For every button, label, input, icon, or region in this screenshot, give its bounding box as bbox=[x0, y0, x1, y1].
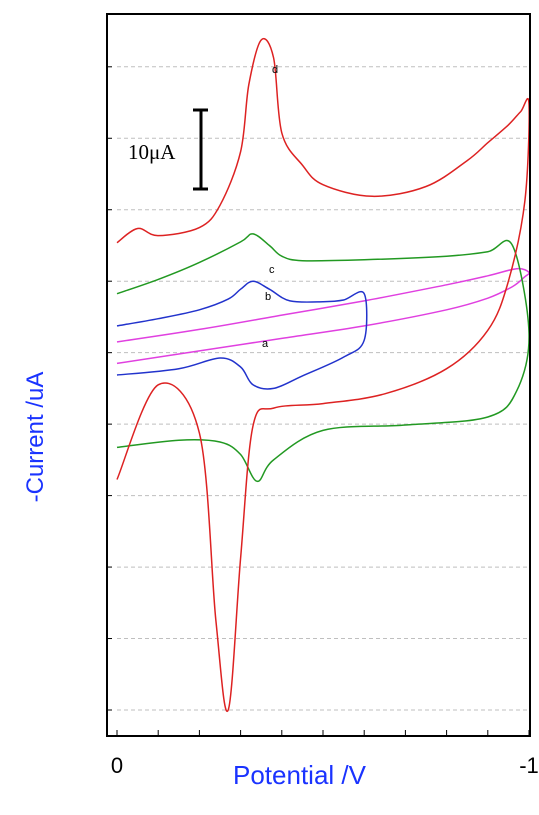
series-b-line bbox=[116, 280, 368, 390]
annotation-a: a bbox=[262, 338, 269, 350]
series-curves bbox=[116, 37, 531, 713]
annotation-c: c bbox=[269, 264, 275, 276]
annotation-b: b bbox=[265, 291, 271, 303]
x-tick-label: -1 bbox=[519, 753, 539, 778]
curve-annotations: a b c d bbox=[262, 64, 278, 350]
y-axis-label: -Current /uA bbox=[22, 371, 49, 503]
annotation-d: d bbox=[272, 64, 278, 76]
series-d-line bbox=[116, 37, 530, 713]
gridlines bbox=[117, 66, 528, 711]
x-axis-label: Potential /V bbox=[233, 760, 366, 790]
x-axis-ticks bbox=[107, 66, 530, 736]
x-tick-label: 0 bbox=[111, 753, 123, 778]
scale-bar: 10μA bbox=[128, 108, 208, 191]
series-c-line bbox=[116, 233, 530, 483]
plot-frame bbox=[106, 13, 531, 737]
series-a-line bbox=[116, 267, 531, 365]
x-tick-labels: 0 -1 bbox=[111, 753, 539, 778]
scale-bar-label: 10μA bbox=[128, 140, 176, 164]
